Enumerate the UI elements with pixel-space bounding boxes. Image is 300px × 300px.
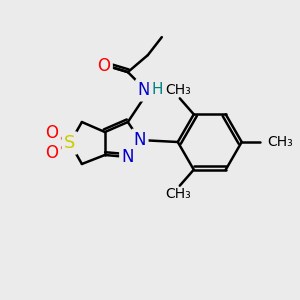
Text: N: N [134,131,146,149]
Text: H: H [151,82,163,97]
Text: S: S [64,134,76,152]
Text: N: N [122,148,134,166]
Text: CH₃: CH₃ [268,135,293,149]
Text: N: N [138,81,150,99]
Text: CH₃: CH₃ [165,187,191,201]
Text: O: O [45,144,58,162]
Text: CH₃: CH₃ [165,83,191,98]
Text: O: O [45,124,58,142]
Text: O: O [98,57,110,75]
